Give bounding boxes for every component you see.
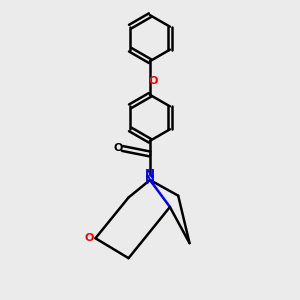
Text: O: O	[85, 233, 94, 243]
Text: N: N	[145, 173, 155, 187]
Text: O: O	[113, 143, 122, 154]
Text: N: N	[145, 168, 155, 181]
Text: O: O	[149, 76, 158, 86]
